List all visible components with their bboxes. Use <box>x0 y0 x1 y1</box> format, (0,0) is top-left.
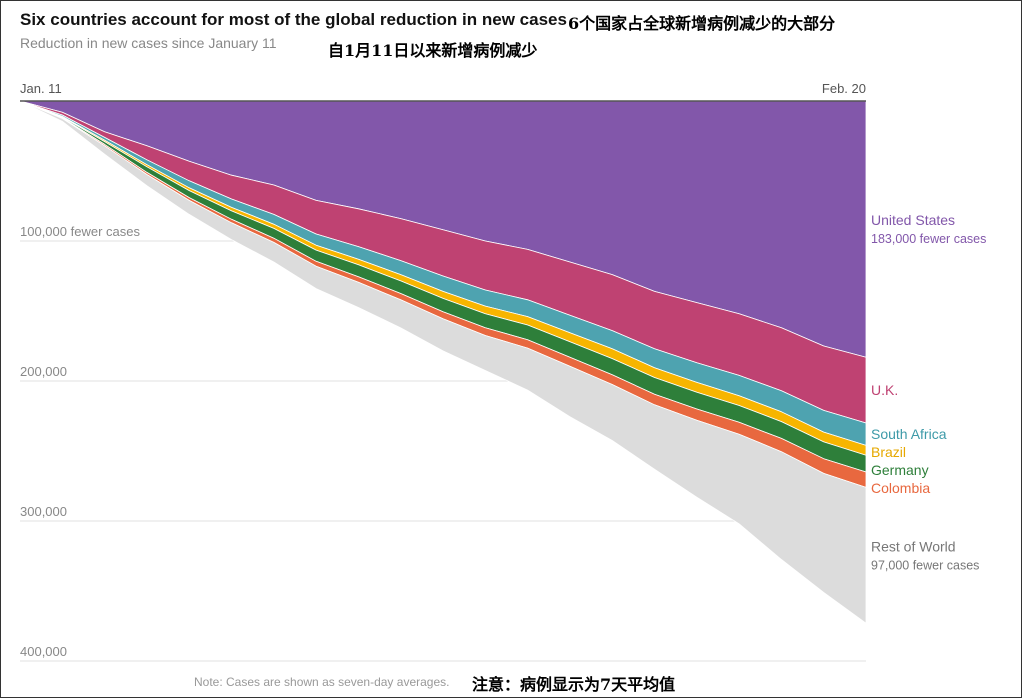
series-label-united-states: United States <box>871 212 955 228</box>
y-tick-label: 100,000 fewer cases <box>20 224 140 239</box>
series-note-rest-of-world: 97,000 fewer cases <box>871 558 979 572</box>
series-label-u-k: U.K. <box>871 382 898 398</box>
x-end-label: Feb. 20 <box>822 81 866 96</box>
area-rest-of-world <box>19 100 867 624</box>
y-tick-label: 400,000 <box>20 644 67 659</box>
axis-layer: Jan. 11 Feb. 20 <box>20 81 866 102</box>
y-tick-label: 300,000 <box>20 504 67 519</box>
series-label-germany: Germany <box>871 462 929 478</box>
series-label-rest-of-world: Rest of World <box>871 538 956 554</box>
series-label-brazil: Brazil <box>871 444 906 460</box>
series-label-south-africa: South Africa <box>871 426 947 442</box>
footnote-chinese: 注意：病例显示为7天平均值 <box>472 675 676 694</box>
chart-subtitle: Reduction in new cases since January 11 <box>20 35 277 51</box>
footnote: Note: Cases are shown as seven-day avera… <box>194 675 450 689</box>
x-start-label: Jan. 11 <box>20 81 62 96</box>
series-label-colombia: Colombia <box>871 480 930 496</box>
y-tick-labels: 100,000 fewer cases 200,000 300,000 400,000 <box>20 224 140 659</box>
series-note-united-states: 183,000 fewer cases <box>871 232 986 246</box>
y-tick-label: 200,000 <box>20 364 67 379</box>
series-labels: United States 183,000 fewer cases U.K. Sout… <box>871 212 986 572</box>
chart-title-chinese: 6个国家占全球新增病例减少的大部分 <box>568 14 836 33</box>
chart-subtitle-chinese: 自1月11日以来新增病例减少 <box>328 41 538 60</box>
area-layer <box>19 100 867 624</box>
chart-title: Six countries account for most of the gl… <box>20 10 567 29</box>
